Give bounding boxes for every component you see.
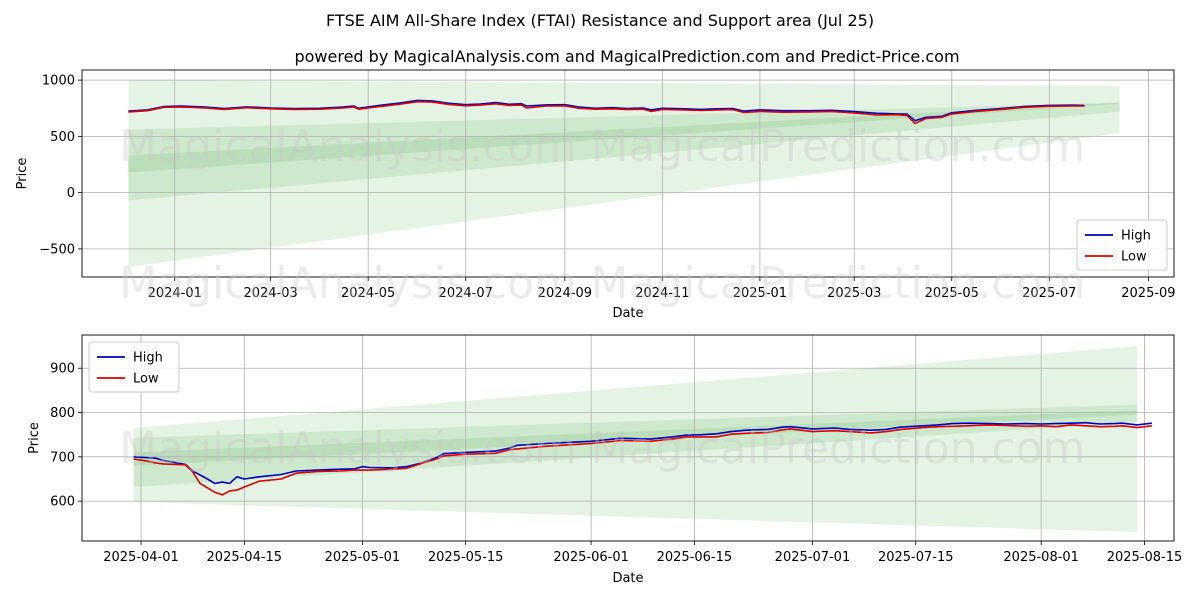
bottom-x-tick-label: 2025-06-01 <box>553 550 629 565</box>
chart-title: FTSE AIM All-Share Index (FTAI) Resistan… <box>326 11 874 30</box>
bottom-x-axis-label: Date <box>612 571 643 586</box>
bottom-legend-box <box>88 341 180 393</box>
top-y-tick-label: −500 <box>39 242 75 257</box>
bottom-y-tick-label: 800 <box>50 406 75 421</box>
top-legend-label-high: High <box>1121 229 1151 244</box>
watermark-bottom-left: MagicalAnalysis.com <box>119 423 577 474</box>
bottom-high-series-line <box>133 421 1152 485</box>
bottom-low-series-line <box>133 424 1152 496</box>
chart-subtitle: powered by MagicalAnalysis.com and Magic… <box>294 47 959 66</box>
top-band-3 <box>128 102 1120 173</box>
bottom-y-tick-label: 700 <box>50 450 75 465</box>
bottom-plot-frame <box>81 334 1175 542</box>
watermark-middle-left: MagicalAnalysis.com <box>119 258 577 309</box>
top-y-tick-label: 0 <box>67 186 75 201</box>
top-legend: High Low <box>1076 219 1168 271</box>
watermark-top-left: MagicalAnalysis.com <box>119 121 577 172</box>
bottom-y-tick-label: 900 <box>50 362 75 377</box>
bottom-x-tick-label: 2025-05-15 <box>428 550 504 565</box>
watermark-top-right: MagicalPrediction.com <box>591 121 1086 172</box>
bottom-x-tick-label: 2025-04-15 <box>207 550 283 565</box>
top-x-tick-label: 2025-05 <box>925 286 979 301</box>
watermark-middle-right: MagicalPrediction.com <box>591 258 1086 309</box>
top-x-tick-label: 2024-05 <box>341 286 395 301</box>
top-x-tick-label: 2025-01 <box>733 286 787 301</box>
top-band-1 <box>128 80 1120 267</box>
bottom-x-tick-label: 2025-07-01 <box>775 550 851 565</box>
top-x-tick-label: 2025-03 <box>827 286 881 301</box>
top-x-tick-label: 2024-07 <box>439 286 493 301</box>
bottom-band-2 <box>133 404 1138 487</box>
bottom-y-axis-label: Price <box>27 422 42 454</box>
bottom-y-tick-label: 600 <box>50 495 75 510</box>
bottom-x-tick-label: 2025-04-01 <box>103 550 179 565</box>
top-y-tick-label: 500 <box>50 130 75 145</box>
bottom-legend-label-low: Low <box>133 372 159 387</box>
top-plot-frame <box>81 69 1175 278</box>
top-x-tick-label: 2025-07 <box>1022 286 1076 301</box>
watermark-bottom-right: MagicalPrediction.com <box>591 423 1086 474</box>
top-x-axis-label: Date <box>612 306 643 321</box>
watermark-layer: MagicalAnalysis.com MagicalPrediction.co… <box>119 121 1085 474</box>
top-legend-box <box>1076 219 1168 271</box>
top-y-axis-label: Price <box>15 158 30 190</box>
top-low-series-line <box>128 100 1085 125</box>
top-x-tick-label: 2024-11 <box>635 286 689 301</box>
bottom-legend: High Low <box>88 341 180 393</box>
top-high-series-line <box>128 99 1085 122</box>
top-chart-panel: 2024-01 2024-03 2024-05 2024-07 2024-09 2024-… <box>15 69 1176 321</box>
top-x-tick-label: 2025-09 <box>1121 286 1175 301</box>
bottom-x-tick-label: 2025-05-01 <box>325 550 401 565</box>
bottom-legend-label-high: High <box>133 351 163 366</box>
top-y-tick-label: 1000 <box>42 74 75 89</box>
bottom-x-tick-label: 2025-08-01 <box>1003 550 1079 565</box>
bottom-x-tick-label: 2025-07-15 <box>878 550 954 565</box>
top-band-2 <box>128 102 1120 201</box>
top-x-tick-label: 2024-09 <box>538 286 592 301</box>
bottom-x-tick-label: 2025-06-15 <box>657 550 733 565</box>
top-x-tick-label: 2024-03 <box>243 286 297 301</box>
bottom-chart-panel: 2025-04-01 2025-04-15 2025-05-01 2025-05-15… <box>27 334 1183 586</box>
top-legend-label-low: Low <box>1121 250 1147 265</box>
bottom-x-tick-label: 2025-08-15 <box>1107 550 1183 565</box>
top-x-tick-label: 2024-01 <box>148 286 202 301</box>
